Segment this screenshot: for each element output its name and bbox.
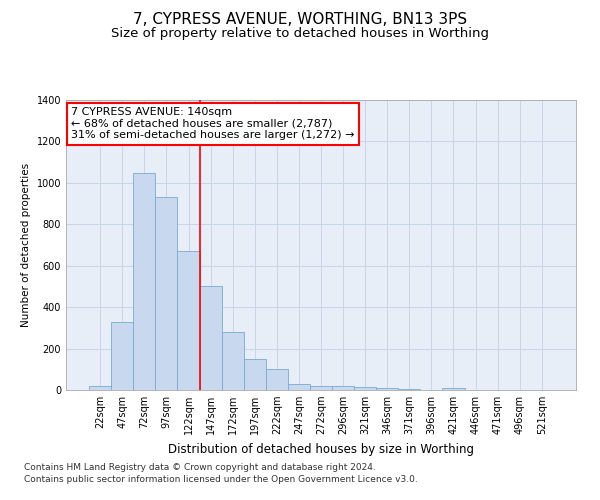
Bar [310,386,332,390]
Bar [200,286,221,390]
Bar [89,386,111,390]
Bar [221,332,244,390]
Bar [244,359,266,390]
X-axis label: Distribution of detached houses by size in Worthing: Distribution of detached houses by size … [168,442,474,456]
Bar [288,384,310,390]
Bar [332,386,354,390]
Bar [376,388,398,390]
Text: Contains public sector information licensed under the Open Government Licence v3: Contains public sector information licen… [24,474,418,484]
Bar [442,388,464,390]
Bar [133,172,155,390]
Bar [354,387,376,390]
Text: Contains HM Land Registry data © Crown copyright and database right 2024.: Contains HM Land Registry data © Crown c… [24,464,376,472]
Text: 7, CYPRESS AVENUE, WORTHING, BN13 3PS: 7, CYPRESS AVENUE, WORTHING, BN13 3PS [133,12,467,28]
Text: Size of property relative to detached houses in Worthing: Size of property relative to detached ho… [111,28,489,40]
Bar [111,322,133,390]
Text: 7 CYPRESS AVENUE: 140sqm
← 68% of detached houses are smaller (2,787)
31% of sem: 7 CYPRESS AVENUE: 140sqm ← 68% of detach… [71,108,355,140]
Bar [178,251,200,390]
Y-axis label: Number of detached properties: Number of detached properties [21,163,31,327]
Bar [155,198,178,390]
Bar [398,389,421,390]
Bar [266,370,288,390]
